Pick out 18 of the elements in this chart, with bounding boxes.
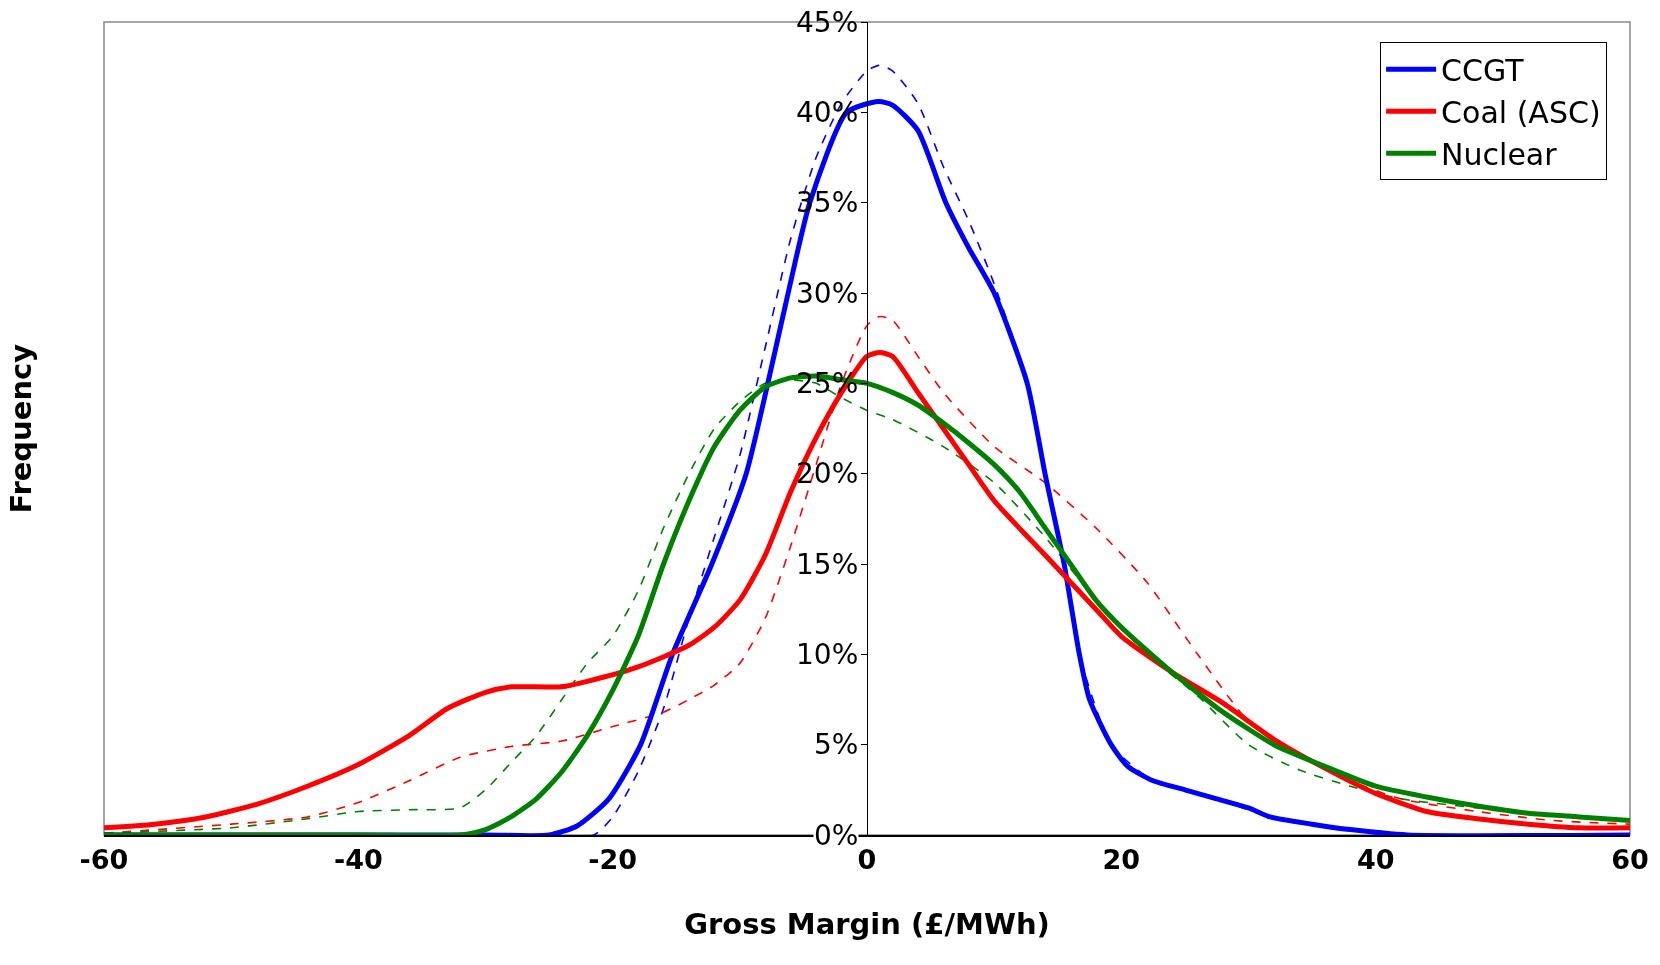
y-axis-title: Frequency: [3, 343, 38, 514]
x-tick-label: -20: [588, 844, 638, 876]
x-tick-label: -40: [333, 844, 383, 876]
y-tick-label: 5%: [814, 728, 859, 761]
y-tick-label: 30%: [796, 277, 859, 310]
x-tick-label: 0: [857, 844, 877, 876]
y-tick-label: 15%: [796, 548, 859, 581]
x-tick-label: -60: [79, 844, 129, 876]
y-tick-label: 45%: [796, 6, 859, 39]
x-tick-label: 20: [1102, 844, 1141, 876]
x-tick-label: 40: [1356, 844, 1395, 876]
x-axis-title: Gross Margin (£/MWh): [684, 907, 1050, 942]
legend-label: CCGT: [1441, 53, 1525, 89]
y-tick-label: 10%: [796, 638, 859, 671]
x-tick-label: 60: [1611, 844, 1649, 876]
legend-label: Coal (ASC): [1441, 95, 1601, 131]
y-tick-label: 0%: [814, 819, 859, 852]
legend-label: Nuclear: [1441, 137, 1558, 173]
